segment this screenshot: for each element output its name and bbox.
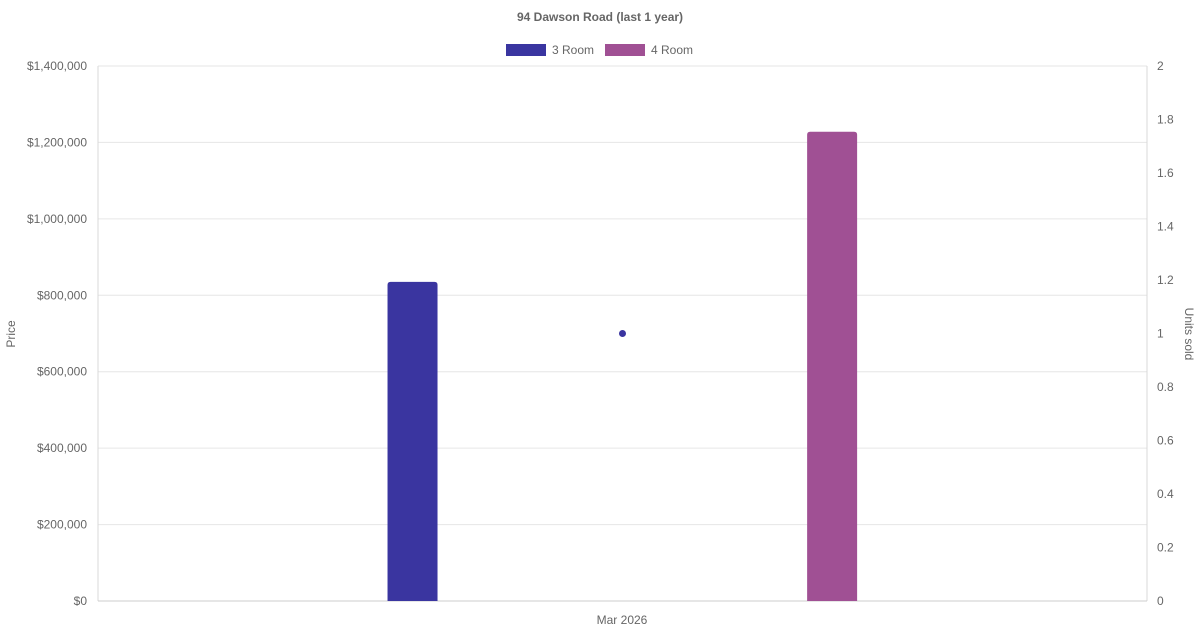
bar-3-room[interactable] <box>387 281 438 601</box>
y-left-tick-label: $1,200,000 <box>27 135 87 149</box>
y-axis-left-ticks: $0 $200,000 $400,000 $600,000 $800,000 $1,000… <box>27 59 87 608</box>
y-right-tick-label: 0.8 <box>1157 380 1174 394</box>
y-left-tick-label: $200,000 <box>37 518 87 532</box>
y-axis-right-ticks: 0 0.2 0.4 0.6 0.8 1 1.2 1.4 1.6 1.8 2 <box>1157 59 1174 608</box>
legend-label-4-room: 4 Room <box>651 43 693 57</box>
x-tick-label: Mar 2026 <box>597 613 648 627</box>
y-right-tick-label: 1.6 <box>1157 166 1174 180</box>
gridlines <box>98 65 1147 602</box>
chart-title: 94 Dawson Road (last 1 year) <box>517 10 683 24</box>
y-right-tick-label: 0.4 <box>1157 487 1174 501</box>
y-left-tick-label: $1,400,000 <box>27 59 87 73</box>
legend: 3 Room 4 Room <box>506 43 693 57</box>
y-left-tick-label: $1,000,000 <box>27 212 87 226</box>
y-right-tick-label: 1.4 <box>1157 220 1174 234</box>
y-left-tick-label: $800,000 <box>37 288 87 302</box>
y-left-tick-label: $400,000 <box>37 441 87 455</box>
y-axis-left-label: Price <box>4 320 18 348</box>
y-left-tick-label: $0 <box>74 594 88 608</box>
chart-marks <box>387 131 858 601</box>
legend-label-3-room: 3 Room <box>552 43 594 57</box>
y-right-tick-label: 1.2 <box>1157 273 1174 287</box>
y-right-tick-label: 0 <box>1157 594 1164 608</box>
y-left-tick-label: $600,000 <box>37 365 87 379</box>
y-axis-right-label: Units sold <box>1182 308 1196 361</box>
bar-4-room[interactable] <box>807 131 858 601</box>
y-right-tick-label: 0.6 <box>1157 434 1174 448</box>
legend-item-3-room[interactable]: 3 Room <box>506 43 594 57</box>
y-right-tick-label: 0.2 <box>1157 541 1174 555</box>
y-right-tick-label: 1 <box>1157 327 1164 341</box>
y-right-tick-label: 2 <box>1157 59 1164 73</box>
y-right-tick-label: 1.8 <box>1157 113 1174 127</box>
legend-swatch-4-room <box>605 44 645 56</box>
units-sold-point[interactable] <box>619 330 626 337</box>
legend-swatch-3-room <box>506 44 546 56</box>
legend-item-4-room[interactable]: 4 Room <box>605 43 693 57</box>
